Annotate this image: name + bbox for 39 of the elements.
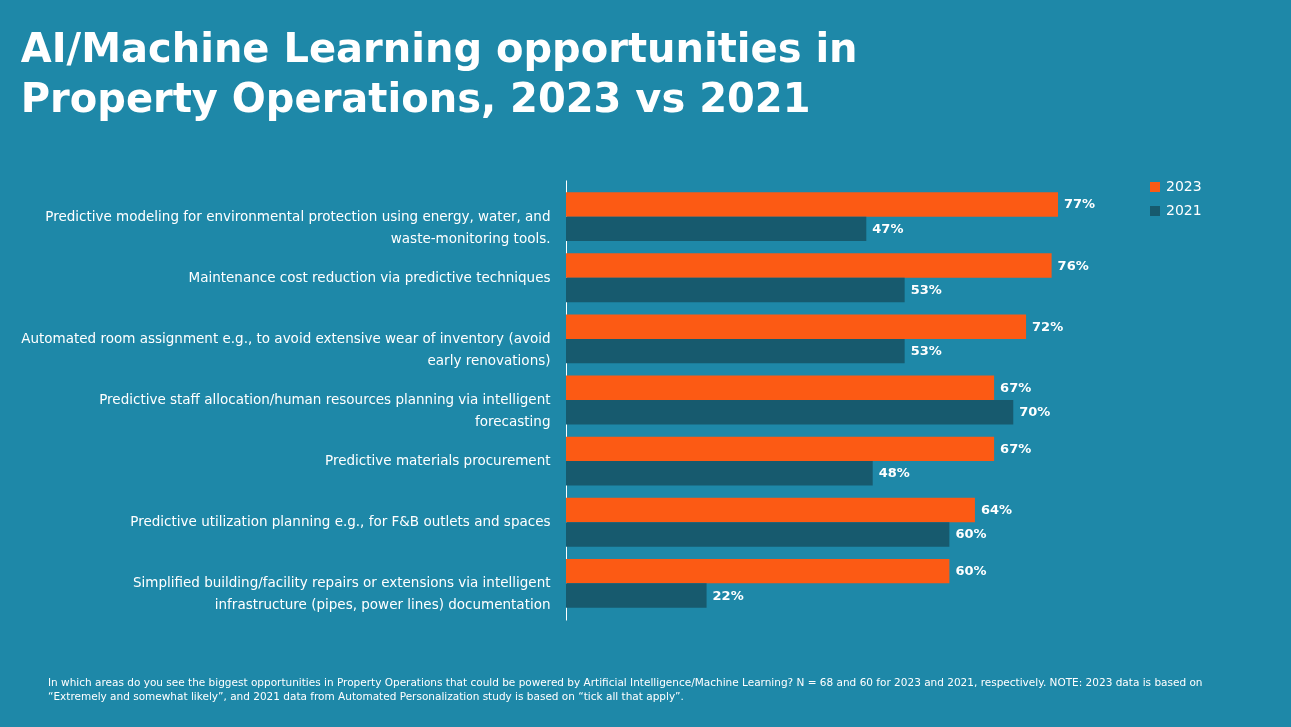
- y-tick-label: Automated room assignment e.g., to avoid extensive wear of inventory (avoid early renovations): [21, 329, 551, 368]
- bar: [566, 192, 1058, 217]
- data-label: 48%: [878, 465, 910, 481]
- y-tick-label: Predictive utilization planning e.g., for F&B outlets and spaces: [130, 513, 551, 530]
- data-label: 72%: [1032, 318, 1064, 334]
- bar: [566, 583, 707, 608]
- y-tick-label: Predictive staff allocation/human resources planning via intelligent forecasting: [99, 391, 551, 429]
- bar: [566, 253, 1052, 278]
- data-label: 77%: [1064, 196, 1096, 212]
- bar: [566, 400, 1014, 425]
- data-label: 60%: [955, 563, 987, 579]
- bar: [566, 375, 995, 400]
- bar: [566, 522, 950, 547]
- data-label: 60%: [955, 526, 987, 542]
- legend-label: 2023: [1166, 178, 1202, 194]
- bar: [566, 497, 975, 523]
- bar: [566, 216, 867, 242]
- y-tick-label: Maintenance cost reduction via predictive techniques: [188, 268, 551, 285]
- data-label: 76%: [1057, 257, 1089, 273]
- data-label: 67%: [1000, 379, 1032, 395]
- data-label: 67%: [1000, 440, 1032, 456]
- bar: [566, 277, 905, 303]
- data-label: 22%: [712, 587, 744, 603]
- data-label: 47%: [872, 220, 904, 236]
- y-tick-label: Predictive modeling for environmental protection using energy, water, and waste-monitoring tools.: [45, 207, 551, 246]
- legend-label: 2021: [1166, 202, 1202, 218]
- bar: [566, 558, 950, 584]
- chart-title: AI/Machine Learning opportunities in Property Operations, 2023 vs 2021: [20, 25, 858, 121]
- data-label: 53%: [910, 282, 942, 297]
- data-label: 70%: [1019, 404, 1051, 420]
- y-tick-label: Simplified building/facility repairs or extensions via intelligent infrastructure (pipes, power lines) documentation: [132, 574, 551, 613]
- text: In which areas do you see the biggest opportunities in Property Operations that could be powered by Artificial Intelligence/Machine Learning? N = 68 and 60 for 2023 and 2021, respectively. NOTE: 2023 data is based on “Extremely and somewhat likely”, and 2021 data from Automated Personalization study is based on “tick all that apply”.: [48, 676, 1204, 704]
- data-label: 64%: [980, 502, 1013, 517]
- bar: [566, 436, 995, 462]
- bar: [566, 338, 905, 364]
- data-label: 53%: [910, 343, 942, 359]
- bar: [566, 314, 1027, 339]
- bar: [566, 461, 873, 486]
- y-tick-label: Predictive materials procurement: [325, 452, 551, 469]
